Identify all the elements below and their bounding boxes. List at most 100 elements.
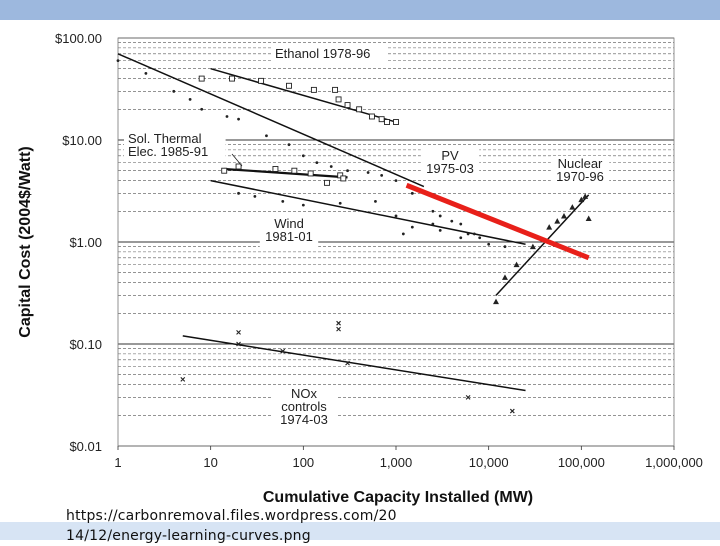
label-background [259,216,319,247]
source-url-line-1: https://carbonremoval.files.wordpress.co… [66,508,397,524]
point-pv-1975-03 [466,232,470,236]
point-nox-controls-1974-03 [236,341,241,347]
point-pv-1975-03 [200,107,204,111]
fit-line-nuclear-1970-96 [495,194,590,296]
point-nox-controls-1974-03 [336,326,341,332]
label-line: controls [281,399,327,414]
point-pv-1975-03 [188,98,192,101]
data-points [116,59,592,414]
bottom-banner-bar [0,522,720,540]
point-sol-thermal-elec-1985-91 [272,166,279,172]
point-ethanol-1978-96 [258,77,265,84]
top-banner-bar [0,0,720,20]
red-trend-line [405,182,590,261]
point-wind-1981-01 [503,245,507,249]
sol-thermal-pointer [231,153,243,167]
point-wind-1981-01 [410,225,414,229]
point-pv-1975-03 [431,209,435,213]
point-ethanol-1978-96 [393,119,399,125]
point-pv-1975-03 [459,222,463,226]
point-wind-1981-01 [487,242,491,246]
x-tick-label: 10,000 [469,455,509,470]
point-pv-1975-03 [237,117,240,121]
point-nuclear-1970-96 [560,212,567,219]
x-tick-label: 10 [203,455,217,470]
point-pv-1975-03 [225,115,229,118]
point-sol-thermal-elec-1985-91 [221,167,228,174]
y-tick-label: $10.00 [62,133,102,148]
point-wind-1981-01 [253,194,257,198]
label-line: PV [441,148,459,163]
label-background [271,46,387,64]
point-ethanol-1978-96 [344,102,351,109]
point-ethanol-1978-96 [384,119,390,125]
point-ethanol-1978-96 [368,113,375,120]
chart-grid [118,37,674,447]
point-pv-1975-03 [478,236,482,240]
point-wind-1981-01 [281,200,285,203]
label-line: Wind [274,216,304,231]
label-line: 1974-03 [280,412,328,427]
x-axis-label: Cumulative Capacity Installed (MW) [263,489,533,506]
point-nox-controls-1974-03 [345,360,350,366]
point-wind-1981-01 [338,201,342,205]
point-nuclear-1970-96 [585,215,592,221]
point-pv-1975-03 [346,169,349,173]
point-pv-1975-03 [144,71,148,75]
point-pv-1975-03 [116,59,120,63]
point-nuclear-1970-96 [578,196,585,203]
point-pv-1975-03 [265,134,268,138]
point-pv-1975-03 [315,161,319,165]
point-nox-controls-1974-03 [180,376,186,382]
label-line: Ethanol 1978-96 [275,46,370,61]
point-wind-1981-01 [431,222,435,226]
point-nox-controls-1974-03 [236,329,241,335]
label-line: 1981-01 [265,229,313,244]
x-tick-label: 1,000,000 [645,455,703,470]
label-background [271,386,337,430]
point-nox-controls-1974-03 [465,394,471,400]
y-tick-label: $0.10 [69,337,102,352]
y-axis-ticks: $0.01 $0.10 $1.00 $10.00 $100.00 [55,31,102,454]
point-wind-1981-01 [438,228,442,232]
point-nox-controls-1974-03 [280,348,286,354]
y-tick-label: $100.00 [55,31,102,46]
point-sol-thermal-elec-1985-91 [307,170,314,177]
point-ethanol-1978-96 [198,75,205,82]
point-nuclear-1970-96 [546,224,553,230]
fit-line-sol-thermal-elec-1985-91 [224,167,348,179]
label-background [124,131,226,162]
point-sol-thermal-elec-1985-91 [235,163,242,170]
point-pv-1975-03 [394,179,398,182]
y-axis-label: Capital Cost (2004$/Watt) [17,146,34,337]
point-nuclear-1970-96 [501,274,508,280]
point-ethanol-1978-96 [332,86,339,93]
point-wind-1981-01 [394,214,398,218]
point-ethanol-1978-96 [286,82,292,89]
x-axis-ticks: 1 10 100 1,000 10,000 100,000 1,000,000 [114,446,703,470]
point-ethanol-1978-96 [310,86,317,93]
point-nox-controls-1974-03 [509,408,515,414]
point-sol-thermal-elec-1985-91 [340,175,347,182]
point-pv-1975-03 [329,165,333,168]
point-wind-1981-01 [459,236,463,240]
source-url-line-2: 14/12/energy-learning-curves.png [66,528,311,544]
point-sol-thermal-elec-1985-91 [324,179,330,186]
point-pv-1975-03 [380,173,384,177]
point-pv-1975-03 [366,171,370,174]
point-wind-1981-01 [374,200,377,203]
point-wind-1981-01 [301,203,305,207]
point-pv-1975-03 [301,154,305,158]
y-tick-label: $1.00 [69,235,102,250]
point-wind-1981-01 [401,232,405,236]
learning-curves-chart: 1 10 100 1,000 10,000 100,000 1,000,000 $0.01$… [17,31,703,506]
label-background [420,148,480,179]
point-nox-controls-1974-03 [336,320,341,326]
label-line: 1970-96 [556,169,604,184]
point-ethanol-1978-96 [378,116,385,123]
point-sol-thermal-elec-1985-91 [291,167,298,174]
